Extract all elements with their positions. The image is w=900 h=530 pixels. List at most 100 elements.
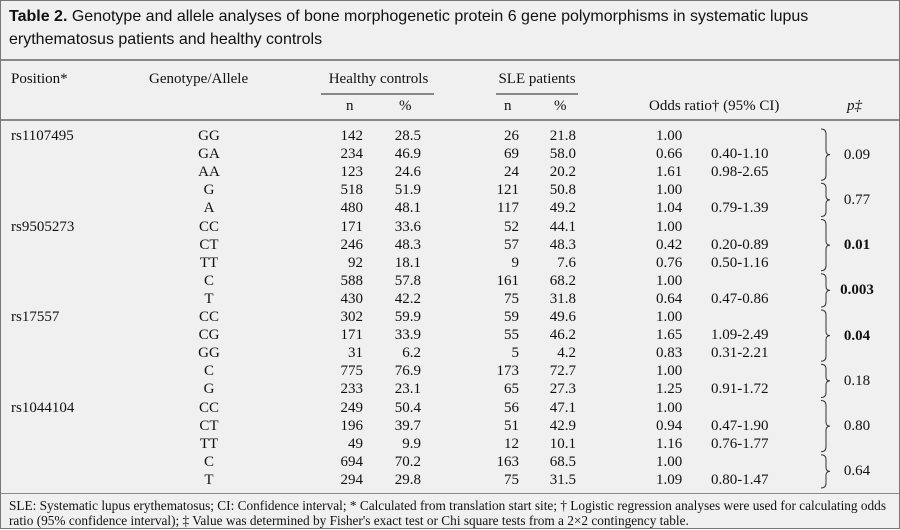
genotype-cell: C	[203, 363, 214, 380]
genotype-cell: GG	[198, 128, 220, 144]
healthy-n-cell: 233	[340, 381, 364, 398]
header-healthy-pct: %	[399, 98, 412, 114]
table-title: Genotype and allele analyses of bone mor…	[9, 8, 809, 48]
ci-cell: 0.79-1.39	[711, 200, 769, 217]
sle-n-cell: 75	[504, 471, 519, 488]
healthy-pct-cell: 18.1	[394, 254, 421, 271]
healthy-n-cell: 142	[340, 128, 364, 144]
sle-n-cell: 5	[511, 345, 520, 362]
sle-n-cell: 75	[504, 290, 519, 307]
odds-ratio-cell: 0.94	[656, 417, 683, 434]
sle-pct-cell: 21.8	[549, 128, 576, 144]
healthy-pct-cell: 29.8	[394, 471, 421, 488]
healthy-pct-cell: 50.4	[394, 399, 421, 416]
genotype-cell: CC	[198, 399, 219, 416]
sle-pct-cell: 4.2	[557, 345, 576, 362]
header-sle-pct: %	[554, 98, 567, 114]
healthy-pct-cell: 23.1	[394, 381, 421, 398]
healthy-pct-cell: 39.7	[394, 417, 421, 434]
brace-icon	[820, 128, 831, 181]
top-rule	[1, 59, 899, 61]
sle-n-cell: 57	[504, 236, 519, 253]
sle-pct-cell: 58.0	[549, 146, 576, 163]
odds-ratio-cell: 0.76	[656, 254, 683, 271]
sle-n-cell: 121	[496, 182, 520, 199]
odds-ratio-cell: 1.00	[656, 218, 683, 235]
p-value-cell: 0.003	[840, 282, 874, 299]
sle-pct-cell: 20.2	[549, 164, 576, 181]
genotype-cell: C	[203, 272, 214, 289]
healthy-pct-cell: 9.9	[402, 435, 421, 452]
p-value-cell: 0.80	[843, 418, 871, 435]
sle-n-cell: 55	[504, 327, 519, 344]
healthy-n-cell: 480	[340, 200, 364, 217]
sle-n-cell: 173	[496, 363, 520, 380]
healthy-n-cell: 775	[340, 363, 364, 380]
healthy-pct-cell: 48.1	[394, 200, 421, 217]
sle-pct-cell: 47.1	[549, 399, 576, 416]
healthy-pct-cell: 76.9	[394, 363, 421, 380]
table-caption: Table 2. Genotype and allele analyses of…	[9, 5, 894, 51]
position-cell: rs9505273	[11, 218, 75, 235]
brace-icon	[820, 273, 831, 308]
genotype-cell: CC	[198, 309, 219, 325]
brace-icon	[820, 219, 831, 272]
position-cell: rs17557	[11, 309, 60, 325]
header-healthy-controls: Healthy controls	[328, 71, 429, 87]
sle-pct-cell: 49.2	[549, 200, 576, 217]
position-cell: rs1107495	[11, 128, 74, 144]
ci-cell: 0.40-1.10	[711, 146, 769, 163]
p-value-cell: 0.18	[843, 372, 871, 389]
odds-ratio-cell: 1.00	[656, 182, 683, 199]
healthy-n-cell: 234	[340, 146, 364, 163]
ci-cell: 0.47-0.86	[711, 290, 769, 307]
healthy-n-cell: 294	[340, 471, 364, 488]
odds-ratio-cell: 1.09	[656, 471, 683, 488]
odds-ratio-cell: 1.25	[656, 381, 683, 398]
ci-cell: 0.91-1.72	[711, 381, 769, 398]
healthy-n-cell: 302	[340, 309, 364, 325]
sle-pct-cell: 31.8	[549, 290, 576, 307]
healthy-pct-cell: 33.9	[394, 327, 421, 344]
sle-pct-cell: 50.8	[549, 182, 576, 199]
genotype-cell: A	[203, 200, 215, 217]
sle-pct-cell: 31.5	[549, 471, 576, 488]
healthy-n-cell: 171	[340, 218, 364, 235]
header-p-value: p‡	[847, 98, 862, 114]
sle-n-cell: 24	[504, 164, 519, 181]
header-position: Position*	[11, 71, 68, 87]
header-rule	[1, 119, 899, 121]
sle-pct-cell: 68.5	[549, 453, 576, 470]
table-footnote: SLE: Systematic lupus erythematosus; CI:…	[9, 498, 887, 528]
sle-n-cell: 69	[504, 146, 519, 163]
genotype-cell: T	[204, 471, 214, 488]
ci-cell: 0.20-0.89	[711, 236, 769, 253]
healthy-pct-cell: 51.9	[394, 182, 421, 199]
header-healthy-n: n	[346, 98, 354, 114]
genotype-cell: TT	[199, 435, 219, 452]
healthy-n-cell: 246	[340, 236, 364, 253]
healthy-n-cell: 694	[340, 453, 364, 470]
odds-ratio-cell: 1.00	[656, 128, 683, 144]
healthy-n-cell: 430	[340, 290, 364, 307]
sle-n-cell: 59	[504, 309, 519, 325]
p-value-cell: 0.09	[843, 146, 871, 163]
p-value-cell: 0.64	[843, 463, 871, 480]
healthy-n-cell: 49	[348, 435, 363, 452]
sle-pct-cell: 48.3	[549, 236, 576, 253]
ci-cell: 0.47-1.90	[711, 417, 769, 434]
odds-ratio-cell: 0.66	[656, 146, 683, 163]
ci-cell: 0.80-1.47	[711, 471, 769, 488]
p-value-cell: 0.77	[843, 191, 871, 208]
sle-pct-cell: 44.1	[549, 218, 576, 235]
sle-n-cell: 163	[496, 453, 520, 470]
healthy-pct-cell: 59.9	[394, 309, 421, 325]
odds-ratio-cell: 1.04	[656, 200, 683, 217]
genotype-cell: TT	[199, 254, 219, 271]
sle-pct-cell: 42.9	[549, 417, 576, 434]
odds-ratio-cell: 0.64	[656, 290, 683, 307]
genotype-cell: GA	[198, 146, 220, 163]
brace-icon	[820, 309, 831, 362]
sle-n-cell: 12	[504, 435, 519, 452]
